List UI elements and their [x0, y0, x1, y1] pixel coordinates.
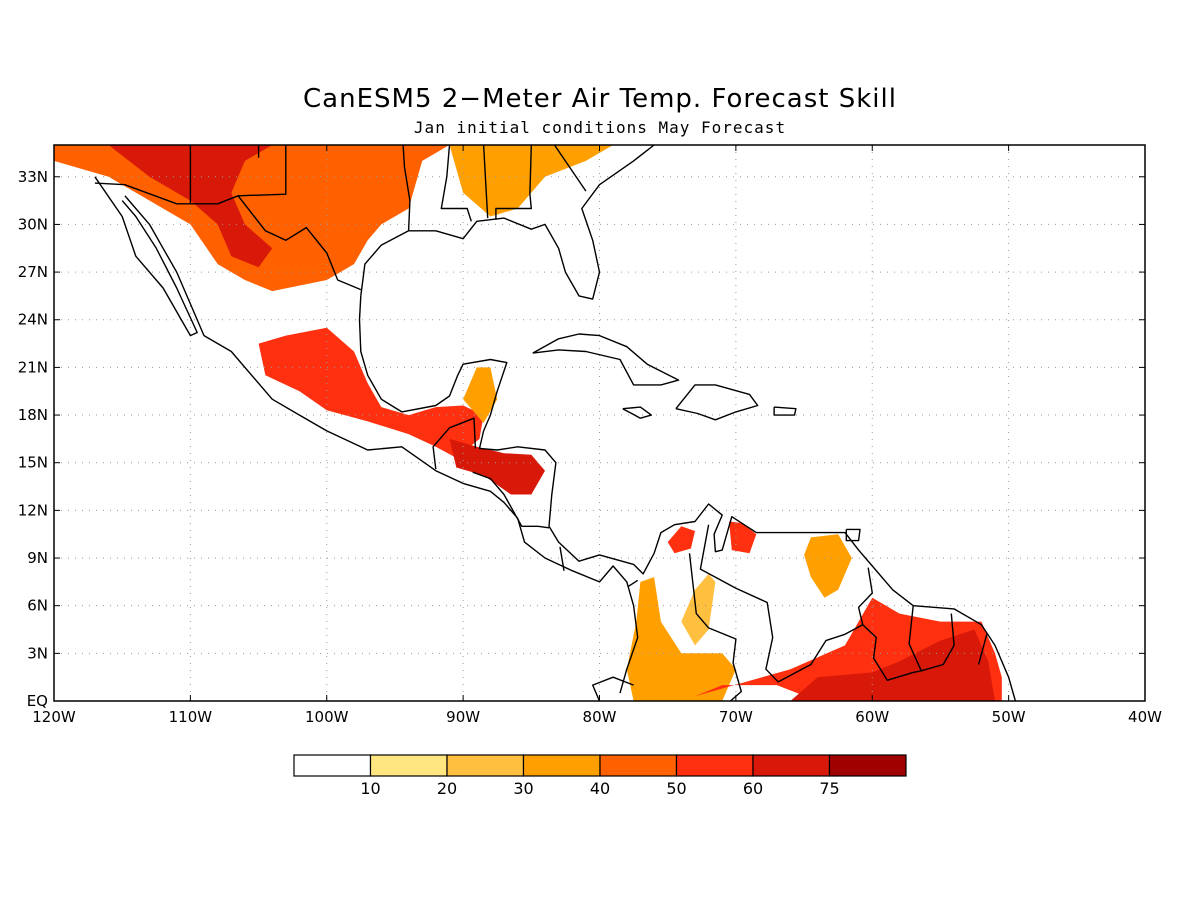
coastline: [402, 145, 411, 231]
coastline: [472, 471, 550, 529]
colorbar-swatch: [675, 754, 754, 777]
coastline: [622, 406, 652, 419]
coastline: [495, 145, 532, 220]
coastlines: [94, 145, 1017, 701]
skill-region: [108, 145, 273, 268]
colorbar-label: 30: [513, 779, 533, 798]
colorbar-swatch: [599, 754, 678, 777]
coastline: [553, 145, 587, 192]
coastline: [482, 145, 489, 219]
x-tick-label: 110W: [169, 708, 213, 726]
y-tick-label: 15N: [18, 454, 48, 472]
y-tick-label: 27N: [18, 263, 48, 281]
skill-region: [449, 438, 545, 495]
y-tick-label: EQ: [27, 692, 48, 710]
coastline: [358, 295, 1017, 701]
skill-region: [681, 573, 716, 646]
colorbar-label: 20: [437, 779, 457, 798]
coastline: [189, 145, 287, 204]
colorbar-swatch: [828, 754, 907, 777]
y-tick-label: 3N: [27, 644, 48, 662]
coastline: [675, 384, 759, 421]
skill-region: [449, 145, 614, 217]
colorbar-swatch: [752, 754, 831, 777]
coastline: [360, 145, 655, 300]
colorbar-label: 10: [360, 779, 380, 798]
skill-region: [804, 534, 852, 598]
skill-region: [626, 577, 736, 701]
skill-region: [729, 521, 757, 554]
coastline: [124, 195, 639, 694]
skill-region: [258, 327, 484, 458]
coastline: [699, 524, 873, 683]
x-tick-label: 40W: [1128, 708, 1162, 726]
coastline: [845, 528, 861, 542]
coastline: [773, 406, 797, 416]
coastline: [908, 605, 922, 672]
coastline: [532, 333, 680, 386]
y-tick-label: 21N: [18, 358, 48, 376]
skill-region: [463, 367, 498, 423]
y-tick-label: 30N: [18, 215, 48, 233]
skill-region: [790, 629, 995, 701]
x-tick-label: 70W: [719, 708, 753, 726]
coastline: [94, 176, 198, 337]
coastline: [592, 676, 634, 701]
coastline: [862, 613, 955, 681]
coastline: [94, 182, 362, 291]
y-tick-label: 33N: [18, 168, 48, 186]
chart-subtitle: Jan initial conditions May Forecast: [413, 118, 787, 137]
y-tick-label: 9N: [27, 549, 48, 567]
x-tick-label: 120W: [32, 708, 76, 726]
y-tick-label: 24N: [18, 311, 48, 329]
colorbar-label: 40: [590, 779, 610, 798]
skill-region: [667, 526, 695, 554]
y-tick-label: 18N: [18, 406, 48, 424]
y-tick-label: 12N: [18, 501, 48, 519]
colorbar-swatch: [293, 754, 372, 777]
x-tick-label: 50W: [992, 708, 1026, 726]
x-tick-label: 90W: [446, 708, 480, 726]
coastline: [440, 145, 472, 222]
y-tick-label: 6N: [27, 597, 48, 615]
colorbar-label: 60: [743, 779, 763, 798]
coastline: [627, 579, 639, 588]
colorbar-swatch: [369, 754, 448, 777]
coastline: [977, 634, 988, 665]
coastline: [559, 546, 565, 571]
colorbar-swatch: [522, 754, 601, 777]
colorbar-label: 75: [819, 779, 839, 798]
colorbar-label: 50: [666, 779, 686, 798]
colorbar: 10 20 30 40 50 60 75: [293, 754, 907, 798]
axis-ticks: 120W 110W 100W 90W 80W 70W 60W 50W 40W EQ 3N 6N 9N 12…: [18, 145, 1162, 726]
coastline: [688, 553, 742, 701]
skill-region: [54, 145, 450, 292]
x-tick-label: 60W: [855, 708, 889, 726]
chart-title: CanESM5 2−Meter Air Temp. Forecast Skill: [303, 84, 897, 114]
coastline: [432, 417, 477, 470]
colorbar-swatch: [446, 754, 525, 777]
x-tick-label: 100W: [305, 708, 349, 726]
x-tick-label: 80W: [583, 708, 617, 726]
